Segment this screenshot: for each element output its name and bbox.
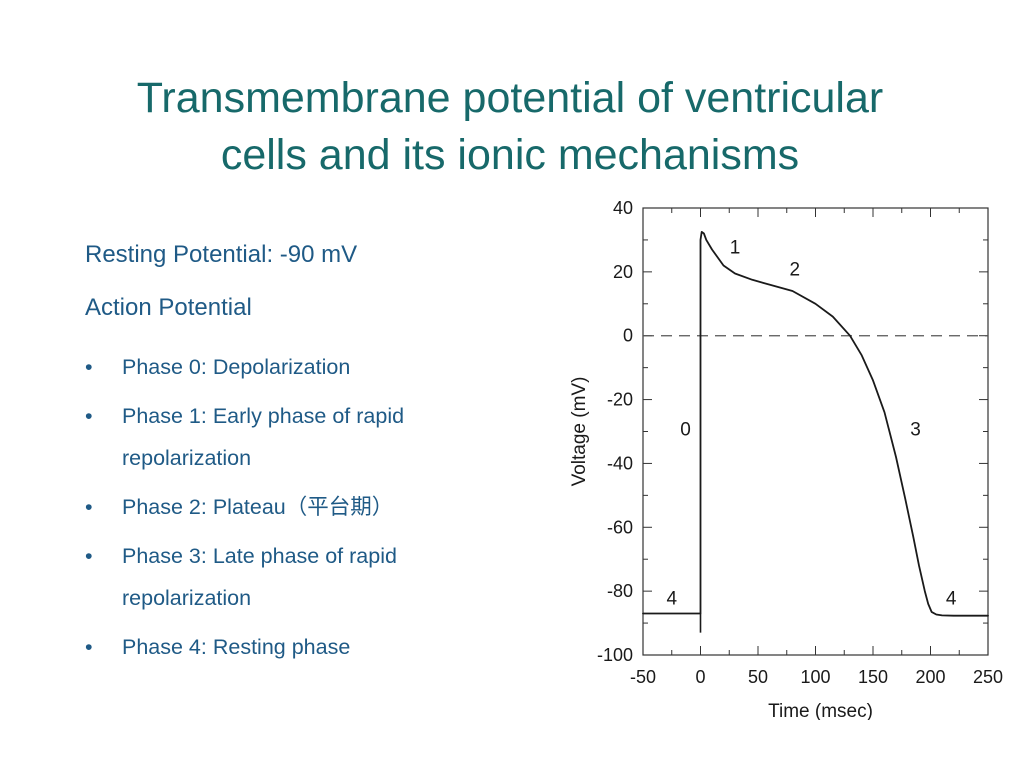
bullet-icon: • <box>85 495 93 519</box>
phase-annotation: 1 <box>730 237 741 258</box>
y-tick-label: -40 <box>607 453 633 473</box>
bullet-icon: • <box>85 355 93 379</box>
phase-list-item: • Phase 4: Resting phase <box>85 626 555 668</box>
x-axis-title: Time (msec) <box>768 701 873 720</box>
slide-title: Transmembrane potential of ventricular c… <box>60 70 960 184</box>
phase-label: Phase 4: Resting phase <box>122 635 351 659</box>
x-tick-label: 0 <box>695 667 705 687</box>
x-tick-label: 150 <box>858 667 888 687</box>
bullet-icon: • <box>85 635 93 659</box>
x-tick-label: 250 <box>973 667 1003 687</box>
y-tick-label: -80 <box>607 581 633 601</box>
chart-svg: -50 0 50 100 150 200 25040200-20-40-60-80-1001… <box>569 198 1003 720</box>
slide-title-line-1: Transmembrane potential of ventricular <box>136 74 884 122</box>
plot-frame <box>642 207 989 656</box>
phase-label: Phase 3: Late phase of rapid <box>122 544 397 568</box>
phase-list-item: • Phase 3: Late phase of rapid repolariz… <box>85 535 555 619</box>
bullet-icon: • <box>85 544 93 568</box>
phase-annotation: 2 <box>790 260 801 281</box>
x-tick-label: -50 <box>630 667 656 687</box>
phase-list-item: • Phase 2: Plateau（平台期） <box>85 486 555 528</box>
phase-label: Phase 0: Depolarization <box>122 355 351 379</box>
y-tick-label: 20 <box>613 262 633 282</box>
y-tick-label: 40 <box>613 198 633 218</box>
phase-annotation: 4 <box>946 589 957 610</box>
phase-label-continued: repolarization <box>122 586 252 610</box>
y-tick-label: -100 <box>597 645 633 665</box>
phase-list-item: • Phase 0: Depolarization <box>85 346 555 388</box>
x-tick-label: 200 <box>915 667 945 687</box>
phase-label: Phase 1: Early phase of rapid <box>122 404 405 428</box>
action-potential-line <box>642 231 989 617</box>
y-tick-label: 0 <box>623 326 633 346</box>
x-tick-label: 100 <box>800 667 830 687</box>
x-tick-label: 50 <box>748 667 768 687</box>
phase-annotation: 0 <box>680 419 691 440</box>
phase-list: • Phase 0: Depolarization • Phase 1: Ear… <box>85 346 555 668</box>
phase-annotation: 4 <box>666 589 677 610</box>
y-tick-label: -60 <box>607 517 633 537</box>
phase-label-continued: repolarization <box>122 446 252 470</box>
action-potential-chart: -50 0 50 100 150 200 250 40 20 0 -20 -40 -60 -80 -100 1… <box>555 190 1010 720</box>
y-axis-title: Voltage (mV) <box>569 377 590 487</box>
y-tick-label: -20 <box>607 390 633 410</box>
slide-title-line-2: cells and its ionic mechanisms <box>220 131 800 179</box>
phase-list-item: • Phase 1: Early phase of rapid repolari… <box>85 395 555 479</box>
content-body: Resting Potential: -90 mV Action Potenti… <box>85 240 555 668</box>
resting-potential-text: Resting Potential: -90 mV <box>85 241 358 268</box>
phase-annotation: 3 <box>910 419 921 440</box>
action-potential-heading: Action Potential <box>85 294 252 321</box>
phase-label: Phase 2: Plateau（平台期） <box>122 495 394 519</box>
bullet-icon: • <box>85 404 93 428</box>
